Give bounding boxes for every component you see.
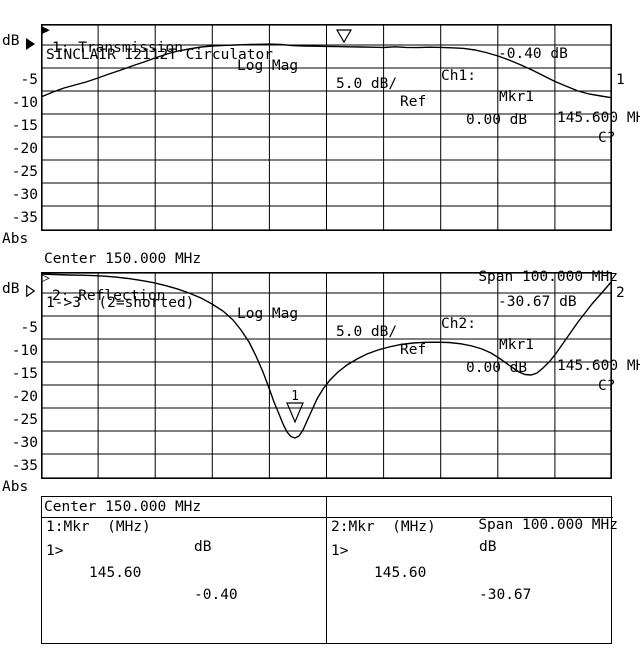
channel2-graph[interactable]: 1 1->3 (2=shorted) Ch2: Mkr1 145.600 MHz…: [41, 272, 640, 479]
channel2-active-arrow-icon: ▷: [41, 270, 50, 286]
channel2-marker-value: -30.67 dB: [498, 294, 577, 310]
channel1-active-arrow-icon: ▶: [41, 22, 50, 38]
channel2-title-bar: ▷ 2: Reflection Log Mag 5.0 dB/ Ref 0.00…: [0, 251, 640, 394]
channel1-title-bar: ▶ 1: Transmission Log Mag 5.0 dB/ Ref 0.…: [0, 3, 640, 146]
channel1-ref-value[interactable]: 0.00 dB: [466, 112, 528, 128]
marker-row-id: 1>: [46, 543, 64, 559]
channel1-y-tick-4: -25: [11, 164, 38, 180]
marker-row-frequency: 145.60: [374, 565, 427, 581]
channel2-grid: 1: [41, 272, 612, 479]
channel1-header-strip: SINCLAIR I2112T Circulator Ch1: Mkr1 145…: [41, 24, 640, 126]
channel2-y-axis: dB -5 -10 -15 -20 -25 -30 -35 Abs: [0, 272, 41, 495]
channel2-ref-value[interactable]: 0.00 dB: [466, 360, 528, 376]
marker-row-db: -0.40: [194, 587, 238, 603]
channel2-y-tick-0: -5: [20, 320, 38, 336]
marker-row-id: 1>: [331, 543, 349, 559]
channel1-marker-frequency: 145.600 MHz: [557, 110, 640, 126]
channel1-y-tick-3: -20: [11, 141, 38, 157]
marker-table-channel1-col-freq: 1:Mkr (MHz): [46, 519, 151, 535]
channel1-trace: [41, 43, 612, 99]
marker-table-channel2-col-db: dB: [479, 539, 497, 555]
channel1-graph[interactable]: SINCLAIR I2112T Circulator Ch1: Mkr1 145…: [41, 24, 640, 231]
channel2-header-strip: 1->3 (2=shorted) Ch2: Mkr1 145.600 MHz: [41, 272, 640, 374]
marker-table-channel2-col-freq: 2:Mkr (MHz): [331, 519, 436, 535]
channel2-ref-label: Ref: [400, 342, 427, 358]
marker-table-channel1: 1:Mkr (MHz) dB 1> 145.60 -0.40: [42, 497, 327, 643]
channel1-reference-triangle-icon[interactable]: [26, 38, 35, 50]
channel2-trace-number: 2: [616, 285, 625, 301]
table-row[interactable]: 1> 145.60 -0.40: [42, 518, 326, 603]
marker-table-channel1-header: 1:Mkr (MHz) dB: [42, 497, 326, 555]
channel2-reference-triangle-icon[interactable]: [26, 285, 35, 297]
svg-text:1: 1: [291, 389, 299, 404]
channel2-y-tick-6: -35: [11, 458, 38, 474]
channel1-y-tick-1: -10: [11, 95, 38, 111]
channel2-y-tick-1: -10: [11, 343, 38, 359]
marker-table-channel2: 2:Mkr (MHz) dB 1> 145.60 -30.67: [327, 497, 613, 643]
channel1-marker-name[interactable]: Mkr1: [499, 89, 534, 105]
marker-row-db: -30.67: [479, 587, 532, 603]
table-row[interactable]: 1> 145.60 -30.67: [327, 518, 613, 603]
channel1-device-label: SINCLAIR I2112T Circulator: [46, 47, 273, 63]
channel1-y-tick-2: -15: [11, 118, 38, 134]
channel1-format[interactable]: Log Mag: [237, 58, 299, 74]
channel2-marker-frequency: 145.600 MHz: [557, 358, 640, 374]
channel1-center-frequency[interactable]: Center 150.000 MHz: [44, 251, 202, 267]
channel2-center-frequency[interactable]: Center 150.000 MHz: [44, 499, 202, 515]
channel2-trace: [41, 273, 612, 439]
channel1-y-bottom-label: Abs: [2, 231, 29, 247]
channel2-format[interactable]: Log Mag: [237, 306, 299, 322]
channel1-y-tick-5: -30: [11, 187, 38, 203]
channel2-title[interactable]: 2: Reflection: [52, 288, 166, 304]
channel1-y-tick-0: -5: [20, 72, 38, 88]
channel2-y-tick-2: -15: [11, 366, 38, 382]
channel1-ref-label: Ref: [400, 94, 427, 110]
channel2-channel-tag: Ch2:: [441, 316, 476, 332]
channel1-y-axis: dB -5 -10 -15 -20 -25 -30 -35 Abs: [0, 24, 41, 247]
channel1-channel-tag: Ch1:: [441, 68, 476, 84]
marker-table: 1:Mkr (MHz) dB 1> 145.60 -0.40 2:Mkr (MH…: [41, 496, 613, 644]
marker-row-frequency: 145.60: [89, 565, 142, 581]
channel2-scale[interactable]: 5.0 dB/: [336, 324, 398, 340]
channel1-title[interactable]: 1: Transmission: [52, 40, 183, 56]
channel2-y-tick-3: -20: [11, 389, 38, 405]
marker-table-channel1-col-db: dB: [194, 539, 212, 555]
channel2-y-bottom-label: Abs: [2, 479, 29, 495]
channel2-device-label: 1->3 (2=shorted): [46, 295, 195, 311]
channel2-y-tick-4: -25: [11, 412, 38, 428]
marker-table-channel2-header: 2:Mkr (MHz) dB: [327, 497, 613, 555]
channel1-y-unit: dB: [2, 33, 20, 49]
channel2-y-tick-5: -30: [11, 435, 38, 451]
channel1-trace-number: 1: [616, 72, 625, 88]
channel1-marker-value: -0.40 dB: [498, 46, 568, 62]
channel2-marker-name[interactable]: Mkr1: [499, 337, 534, 353]
channel1-grid: [41, 24, 612, 231]
channel1-y-tick-6: -35: [11, 210, 38, 226]
channel2-y-unit: dB: [2, 281, 20, 297]
channel1-footer: Center 150.000 MHz Span 100.000 MHz: [0, 232, 640, 285]
